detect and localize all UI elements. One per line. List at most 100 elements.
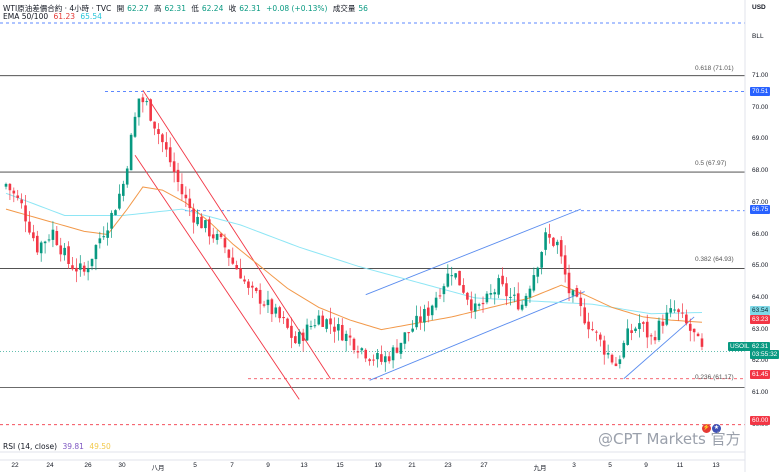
candle-up bbox=[125, 168, 129, 185]
candle-up bbox=[571, 290, 575, 296]
trend-channels bbox=[134, 90, 695, 400]
low-value: 62.24 bbox=[201, 4, 224, 13]
candle-up bbox=[513, 294, 516, 296]
bll-label: BLL bbox=[752, 33, 764, 40]
time-tick-label: 26 bbox=[84, 462, 92, 469]
candle-down bbox=[642, 322, 645, 324]
candle-down bbox=[352, 338, 356, 350]
candle-up bbox=[493, 292, 497, 295]
price-tick-label: 67.00 bbox=[752, 198, 769, 206]
fib-0236-label: 0.236 (61.17) bbox=[695, 374, 734, 381]
candle-up bbox=[360, 348, 364, 351]
candle-down bbox=[419, 316, 422, 323]
candle-up bbox=[305, 324, 309, 341]
candle-down bbox=[356, 351, 360, 353]
candle-down bbox=[270, 299, 274, 315]
us-flag-icon[interactable]: ★ bbox=[712, 424, 721, 433]
time-tick-label: 9 bbox=[644, 462, 648, 469]
candle-down bbox=[294, 336, 297, 344]
open-value: 62.27 bbox=[127, 4, 149, 13]
candle-down bbox=[481, 302, 485, 305]
candle-up bbox=[114, 210, 117, 216]
candle-up bbox=[528, 288, 532, 298]
candle-down bbox=[223, 238, 227, 248]
candle-up bbox=[403, 332, 407, 344]
price-tick-label: 69.00 bbox=[752, 135, 769, 143]
countdown-tag: 03:55:32 bbox=[750, 350, 779, 359]
flash-icon[interactable]: ⚡ bbox=[702, 424, 711, 433]
candle-down bbox=[372, 359, 375, 361]
high-label: 高 bbox=[154, 4, 162, 13]
candle-up bbox=[665, 312, 669, 325]
candle-down bbox=[282, 316, 285, 319]
price-tick-label: 64.00 bbox=[752, 293, 769, 301]
candle-up bbox=[618, 359, 622, 364]
candle-up bbox=[489, 293, 493, 295]
candle-up bbox=[102, 236, 106, 238]
candle-down bbox=[395, 347, 399, 353]
candle-down bbox=[227, 249, 231, 258]
symbol-header[interactable]: WTI原油差價合約 · 4小時 · TVC 開 62.27 高 62.31 低 62.… bbox=[3, 3, 371, 14]
candle-down bbox=[168, 147, 172, 163]
candle-down bbox=[16, 195, 20, 198]
candle-up bbox=[524, 295, 528, 306]
symbol-tag: USOIL bbox=[728, 342, 752, 351]
candle-up bbox=[383, 356, 387, 363]
price-tick-label: 62.00 bbox=[752, 357, 769, 365]
candle-down bbox=[552, 237, 555, 246]
candle-down bbox=[188, 198, 192, 209]
ema-lines bbox=[5, 186, 703, 331]
candle-down bbox=[688, 323, 692, 331]
candle-down bbox=[165, 142, 168, 150]
candle-down bbox=[340, 324, 344, 341]
candle-up bbox=[325, 319, 328, 329]
ema100-price-tag: 63.54 bbox=[750, 306, 771, 315]
candle-down bbox=[681, 312, 684, 314]
candle-down bbox=[368, 359, 371, 362]
candle-up bbox=[39, 242, 43, 254]
candle-up bbox=[51, 229, 55, 240]
time-tick-label: 7 bbox=[230, 462, 234, 469]
candle-down bbox=[348, 335, 352, 338]
candle-down bbox=[692, 328, 696, 333]
candle-up bbox=[4, 183, 8, 187]
ema-label: EMA 50/100 bbox=[3, 12, 49, 21]
candle-down bbox=[239, 268, 242, 279]
candle-down bbox=[192, 208, 195, 223]
last-price-tag: 62.31 bbox=[750, 342, 771, 351]
rsi-legend[interactable]: RSI (14, close) 39.81 49.50 bbox=[3, 442, 114, 451]
ema50-value: 61.23 bbox=[53, 12, 75, 21]
candle-down bbox=[380, 354, 383, 362]
price-tag-6145: 61.45 bbox=[750, 370, 771, 379]
candle-up bbox=[509, 296, 512, 298]
candle-up bbox=[118, 193, 121, 209]
candle-down bbox=[301, 332, 305, 341]
candle-down bbox=[333, 326, 336, 332]
candle-up bbox=[376, 352, 379, 360]
candle-down bbox=[153, 121, 156, 129]
candle-up bbox=[423, 308, 426, 323]
candle-down bbox=[157, 129, 160, 135]
time-tick-label: 13 bbox=[300, 462, 308, 469]
fib-05-label: 0.5 (67.97) bbox=[695, 160, 727, 167]
candle-up bbox=[606, 353, 610, 355]
price-tick-label: 68.00 bbox=[752, 167, 769, 175]
candle-down bbox=[71, 265, 74, 270]
time-tick-label: 9 bbox=[266, 462, 270, 469]
symbol-name[interactable]: WTI原油差價合約 · 4小時 · TVC bbox=[3, 4, 112, 13]
candle-up bbox=[297, 331, 301, 344]
candle-down bbox=[516, 293, 520, 310]
ema-legend[interactable]: EMA 50/100 61.23 65.54 bbox=[3, 12, 105, 21]
candle-up bbox=[90, 258, 94, 267]
candle-down bbox=[700, 338, 704, 347]
candle-up bbox=[337, 324, 340, 331]
change-value: +0.08 (+0.13%) bbox=[266, 4, 328, 13]
candle-down bbox=[653, 337, 657, 341]
candle-down bbox=[321, 315, 325, 327]
candle-down bbox=[219, 233, 223, 237]
time-tick-label: 23 bbox=[444, 462, 452, 469]
candle-down bbox=[180, 184, 184, 195]
candle-down bbox=[685, 314, 688, 324]
candle-up bbox=[344, 333, 348, 342]
